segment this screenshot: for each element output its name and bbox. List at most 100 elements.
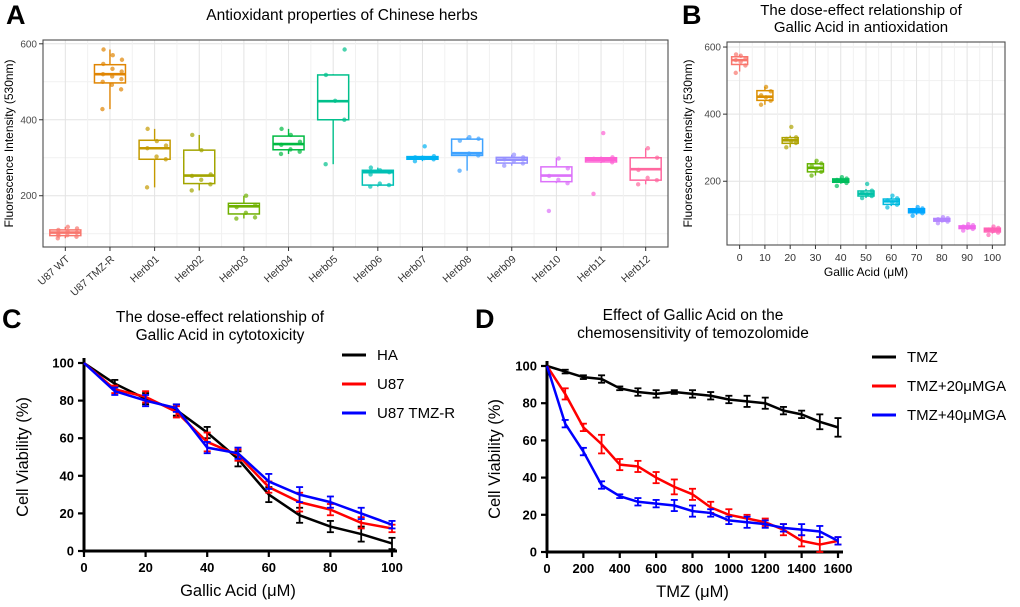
svg-text:1400: 1400 [787, 561, 816, 576]
panel-b: B The dose-effect relationship of Gallic… [680, 0, 1020, 300]
svg-text:40: 40 [200, 560, 214, 575]
box-30 [806, 158, 825, 178]
box-Herb04 [272, 126, 305, 157]
svg-text:60: 60 [60, 431, 74, 446]
svg-text:Herb08: Herb08 [440, 253, 474, 285]
box-Herb10 [540, 156, 573, 214]
box-Herb03 [227, 193, 261, 221]
title-line: Gallic Acid in antioxidation [773, 18, 949, 36]
panel-a-label: A [6, 0, 26, 30]
svg-text:U87 TMZ-R: U87 TMZ-R [377, 405, 455, 422]
svg-text:Herb02: Herb02 [173, 253, 207, 285]
svg-text:0: 0 [737, 252, 743, 264]
svg-text:40: 40 [60, 468, 74, 483]
svg-text:80: 80 [936, 252, 948, 264]
box-Herb12 [629, 146, 662, 187]
panel-d-plot: 0 200 400 600 800 1000 1200 1400 1600 0 20 40 60 80 10… [486, 349, 1006, 601]
box-100 [983, 224, 1002, 238]
svg-text:80: 80 [523, 396, 537, 411]
box-Herb09 [495, 152, 528, 168]
box-Herb01 [138, 126, 171, 190]
box-0 [730, 52, 749, 76]
svg-text:1200: 1200 [751, 561, 780, 576]
box-10 [756, 84, 774, 107]
svg-text:0: 0 [80, 560, 87, 575]
svg-text:100: 100 [984, 252, 1002, 264]
svg-text:600: 600 [645, 561, 667, 576]
svg-text:U87: U87 [377, 376, 405, 393]
svg-text:Herb09: Herb09 [485, 253, 519, 285]
panel-d-label: D [475, 304, 495, 334]
title-line: The dose-effect relationship of [115, 309, 325, 326]
svg-text:400: 400 [20, 115, 37, 126]
box-90 [958, 221, 976, 233]
svg-text:TMZ+20μMGA: TMZ+20μMGA [907, 378, 1006, 395]
svg-text:60: 60 [885, 252, 897, 264]
svg-text:U87 WT: U87 WT [36, 253, 73, 288]
svg-text:Fluorescence Intensity (530nm): Fluorescence Intensity (530nm) [681, 59, 695, 227]
svg-text:Herb01: Herb01 [128, 253, 162, 285]
svg-text:Herb06: Herb06 [351, 253, 385, 285]
box-Herb07 [406, 144, 439, 164]
box-U87 TMZ-R [93, 47, 127, 112]
svg-text:60: 60 [262, 560, 276, 575]
svg-text:200: 200 [704, 177, 721, 188]
svg-text:100: 100 [515, 359, 537, 374]
panel-b-title: The dose-effect relationship of Gallic A… [706, 2, 1016, 37]
box-20 [781, 124, 799, 150]
panel-d: D Effect of Gallic Acid on the chemosens… [470, 300, 1020, 607]
panel-a: A Antioxidant properties of Chinese herb… [0, 0, 680, 300]
svg-text:TMZ+40μMGA: TMZ+40μMGA [907, 407, 1006, 424]
svg-text:600: 600 [704, 43, 721, 54]
panel-a-title: Antioxidant properties of Chinese herbs [2, 7, 682, 25]
svg-text:50: 50 [860, 252, 872, 264]
series-TMZ+40μMGA [545, 365, 842, 546]
box-Herb05 [316, 47, 350, 167]
box-Herb08 [450, 135, 484, 173]
panel-c: C The dose-effect relationship of Gallic… [0, 300, 470, 607]
box-80 [933, 214, 951, 226]
svg-text:600: 600 [20, 39, 37, 50]
svg-text:400: 400 [704, 110, 721, 121]
box-70 [907, 204, 926, 219]
panel-c-label: C [2, 304, 22, 334]
legend: TMZ TMZ+20μMGA TMZ+40μMGA [872, 349, 1006, 424]
svg-text:0: 0 [67, 544, 74, 559]
svg-text:10: 10 [759, 252, 771, 264]
panel-b-plot: 200 400 600 0 10 20 30 40 50 60 70 80 90 100 Fluoresce… [681, 41, 1006, 279]
svg-text:Fluorescence Intensity (530nm): Fluorescence Intensity (530nm) [2, 59, 16, 227]
svg-text:Herb04: Herb04 [262, 253, 296, 285]
svg-text:60: 60 [523, 433, 537, 448]
panel-b-label: B [682, 0, 702, 30]
svg-text:70: 70 [911, 252, 923, 264]
svg-text:Herb10: Herb10 [530, 253, 564, 285]
series-U87 TMZ-R [83, 362, 396, 530]
svg-text:40: 40 [523, 470, 537, 485]
title-line: chemosensitivity of temozolomide [577, 324, 809, 342]
svg-text:TMZ (μM): TMZ (μM) [656, 583, 729, 601]
panel-c-plot: 0 20 40 60 80 100 0 20 40 60 80 100 HA U87 U87 TMZ-R Ce… [14, 347, 455, 600]
svg-text:1600: 1600 [824, 561, 853, 576]
svg-text:TMZ: TMZ [907, 349, 938, 366]
svg-text:Herb03: Herb03 [217, 253, 251, 285]
svg-text:0: 0 [543, 561, 550, 576]
svg-text:0: 0 [530, 545, 537, 560]
legend: HA U87 U87 TMZ-R [342, 347, 455, 422]
svg-text:100: 100 [52, 356, 74, 371]
svg-text:200: 200 [20, 191, 37, 202]
box-60 [882, 193, 901, 210]
svg-text:Herb11: Herb11 [575, 253, 608, 285]
box-Herb06 [361, 165, 395, 189]
svg-text:Cell Viability (%): Cell Viability (%) [486, 399, 504, 519]
panel-d-title: Effect of Gallic Acid on the chemosensit… [503, 307, 883, 342]
svg-text:20: 20 [523, 507, 537, 522]
svg-text:40: 40 [835, 252, 847, 264]
panel-c-title: The dose-effect relationship of Gallic A… [30, 309, 410, 344]
svg-text:20: 20 [138, 560, 152, 575]
svg-text:30: 30 [810, 252, 822, 264]
svg-text:200: 200 [573, 561, 595, 576]
svg-text:80: 80 [60, 393, 74, 408]
svg-text:1000: 1000 [714, 561, 743, 576]
